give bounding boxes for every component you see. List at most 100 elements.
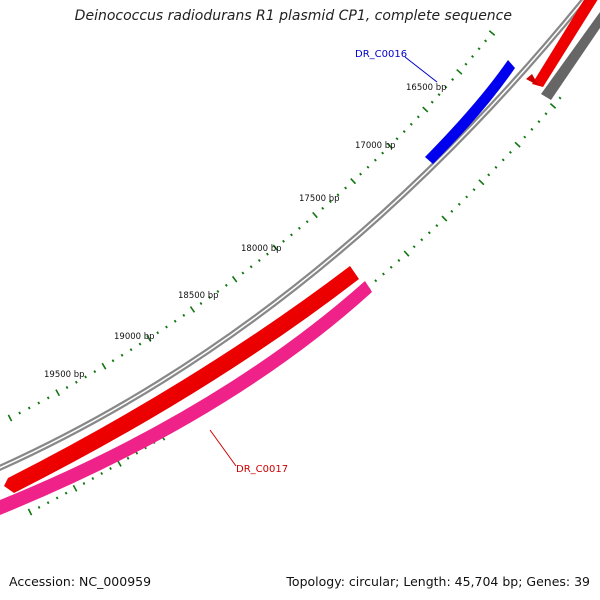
inner-tick-mark	[126, 456, 130, 460]
outer-tick-mark	[477, 47, 481, 51]
outer-tick-mark	[129, 348, 133, 352]
inner-tick-mark	[100, 472, 104, 476]
outer-tick-mark	[216, 289, 220, 293]
inner-tick-mark	[109, 467, 112, 470]
outer-tick-mark	[272, 244, 279, 251]
tick-label-19000: 19000 bp	[114, 332, 155, 342]
cds-arrow-red-long[interactable]	[4, 266, 359, 493]
inner-tick-mark	[523, 135, 527, 139]
outer-tick-mark	[93, 370, 97, 374]
outer-tick-mark	[422, 106, 429, 113]
gene-DR_C0016-label: DR_C0016	[355, 49, 407, 60]
outer-tick-mark	[224, 283, 228, 287]
inner-tick-mark	[403, 250, 410, 257]
cds-arrow-red-top-head	[526, 74, 539, 86]
outer-tick-mark	[321, 206, 325, 210]
inner-tick-mark	[457, 202, 461, 206]
gene-DR_C0017-label: DR_C0017	[236, 464, 288, 475]
inner-tick-mark	[135, 451, 139, 455]
outer-tick-mark	[402, 130, 406, 134]
inner-tick-mark	[530, 127, 534, 131]
outer-tick-mark	[231, 275, 238, 283]
outer-tick-mark	[173, 319, 177, 323]
gene-DR_C0016[interactable]	[425, 60, 515, 164]
inner-tick-mark	[549, 102, 557, 109]
outer-tick-mark	[146, 335, 152, 342]
outer-tick-mark	[65, 386, 69, 389]
inner-tick-mark	[478, 179, 485, 186]
outer-tick-mark	[444, 85, 448, 89]
outer-tick-mark	[290, 233, 293, 237]
outer-tick-mark	[182, 313, 186, 317]
inner-tick-mark	[501, 158, 505, 162]
outer-tick-mark	[471, 55, 475, 58]
outer-tick-mark	[138, 342, 142, 346]
outer-tick-mark	[199, 301, 203, 305]
outer-tick-mark	[120, 353, 124, 357]
outer-tick-mark	[74, 380, 78, 384]
cds-arrow-red-top[interactable]	[532, 0, 600, 87]
outer-tick-mark	[55, 389, 61, 397]
cds-arrow-pink-long[interactable]	[0, 281, 372, 515]
outer-tick-mark	[208, 296, 211, 300]
inner-tick-mark	[46, 501, 50, 505]
inner-tick-mark	[420, 238, 424, 242]
outer-tick-mark	[456, 68, 463, 75]
tick-label-18500: 18500 bp	[178, 291, 219, 301]
map-title: Deinococcus radiodurans R1 plasmid CP1, …	[74, 8, 512, 24]
outer-tick-mark	[37, 401, 41, 405]
inner-tick-mark	[435, 224, 439, 228]
outer-tick-mark	[328, 200, 332, 204]
inner-tick-mark	[91, 477, 95, 481]
gene-DR_C0017-leader	[209, 429, 237, 467]
inner-tick-mark	[441, 215, 448, 222]
inner-tick-mark	[27, 508, 33, 516]
outer-tick-mark	[18, 411, 21, 415]
inner-tick-mark	[37, 505, 41, 509]
inner-tick-mark	[537, 120, 541, 124]
inner-tick-mark	[82, 481, 86, 485]
tick-label-17000: 17000 bp	[355, 141, 396, 151]
outer-tick-mark	[282, 239, 285, 243]
outer-tick-mark	[165, 325, 168, 329]
outer-tick-mark	[451, 78, 455, 81]
outer-tick-mark	[464, 62, 468, 66]
tick-label-17500: 17500 bp	[299, 194, 340, 204]
outer-tick-mark	[381, 151, 385, 155]
outer-tick-mark	[395, 137, 399, 141]
cds-arrow-gray-top[interactable]	[541, 12, 600, 100]
inner-tick-mark	[397, 258, 401, 262]
outer-tick-mark	[111, 359, 115, 363]
outer-tick-row	[7, 30, 496, 422]
inner-tick-mark	[450, 209, 454, 213]
outer-tick-mark	[27, 406, 31, 410]
outer-tick-mark	[312, 211, 318, 219]
outer-tick-mark	[241, 271, 245, 275]
inner-tick-mark	[382, 272, 385, 276]
outer-tick-mark	[350, 177, 357, 185]
outer-tick-mark	[386, 142, 393, 149]
summary-label: Topology: circular; Length: 45,704 bp; G…	[286, 574, 590, 589]
inner-tick-mark	[427, 231, 431, 235]
inner-tick-mark	[508, 150, 512, 154]
outer-tick-mark	[344, 186, 348, 190]
outer-tick-mark	[359, 172, 363, 176]
inner-tick-mark	[374, 279, 378, 283]
outer-tick-mark	[156, 331, 160, 335]
outer-tick-mark	[430, 100, 434, 104]
inner-tick-mark	[494, 165, 498, 169]
inner-tick-mark	[465, 195, 469, 199]
inner-tick-mark	[472, 188, 476, 192]
outer-tick-mark	[488, 30, 496, 36]
inner-tick-mark	[544, 112, 548, 116]
outer-tick-mark	[257, 258, 261, 262]
inner-tick-mark	[55, 496, 59, 500]
outer-tick-mark	[416, 115, 420, 119]
outer-tick-mark	[7, 414, 13, 422]
tick-label-19500: 19500 bp	[44, 370, 85, 380]
outer-tick-mark	[189, 306, 196, 313]
outer-tick-mark	[409, 122, 413, 126]
inner-tick-mark	[514, 141, 521, 148]
outer-tick-mark	[373, 158, 377, 162]
